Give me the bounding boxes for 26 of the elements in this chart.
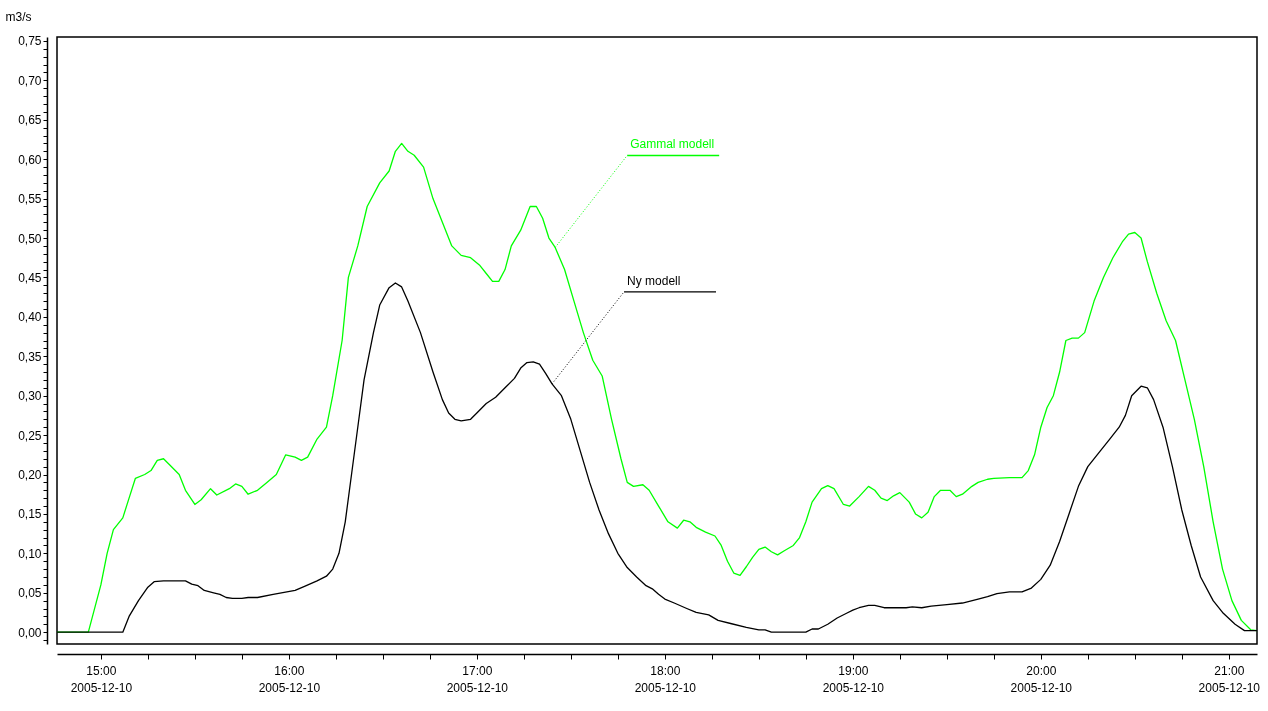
- y-tick-label: 0,35: [18, 349, 42, 364]
- y-tick-label: 0,70: [18, 73, 42, 88]
- y-tick-label: 0,00: [18, 625, 42, 640]
- y-tick-label: 0,20: [18, 468, 42, 483]
- x-tick-label: 15:00 2005-12-10: [70, 663, 133, 695]
- x-tick-label: 19:00 2005-12-10: [822, 663, 885, 695]
- y-tick-label: 0,45: [18, 270, 42, 285]
- y-tick-label: 0,65: [18, 113, 42, 128]
- y-tick-label: 0,60: [18, 152, 42, 167]
- y-tick-label: 0,15: [18, 507, 42, 522]
- y-tick-label: 0,25: [18, 428, 42, 443]
- x-tick-label: 21:00 2005-12-10: [1198, 663, 1261, 695]
- y-tick-label: 0,05: [18, 586, 42, 601]
- y-tick-label: 0,40: [18, 310, 42, 325]
- x-tick-label: 17:00 2005-12-10: [446, 663, 509, 695]
- y-tick-label: 0,75: [18, 34, 42, 49]
- y-axis-title: m3/s: [5, 9, 32, 24]
- x-tick-label: 16:00 2005-12-10: [258, 663, 321, 695]
- annotation: Gammal modell: [630, 137, 715, 152]
- y-tick-label: 0,30: [18, 389, 42, 404]
- x-tick-label: 18:00 2005-12-10: [634, 663, 697, 695]
- y-tick-label: 0,50: [18, 231, 42, 246]
- y-tick-label: 0,10: [18, 546, 42, 561]
- annotation: Ny modell: [627, 273, 681, 288]
- x-tick-label: 20:00 2005-12-10: [1010, 663, 1073, 695]
- y-tick-label: 0,55: [18, 192, 42, 207]
